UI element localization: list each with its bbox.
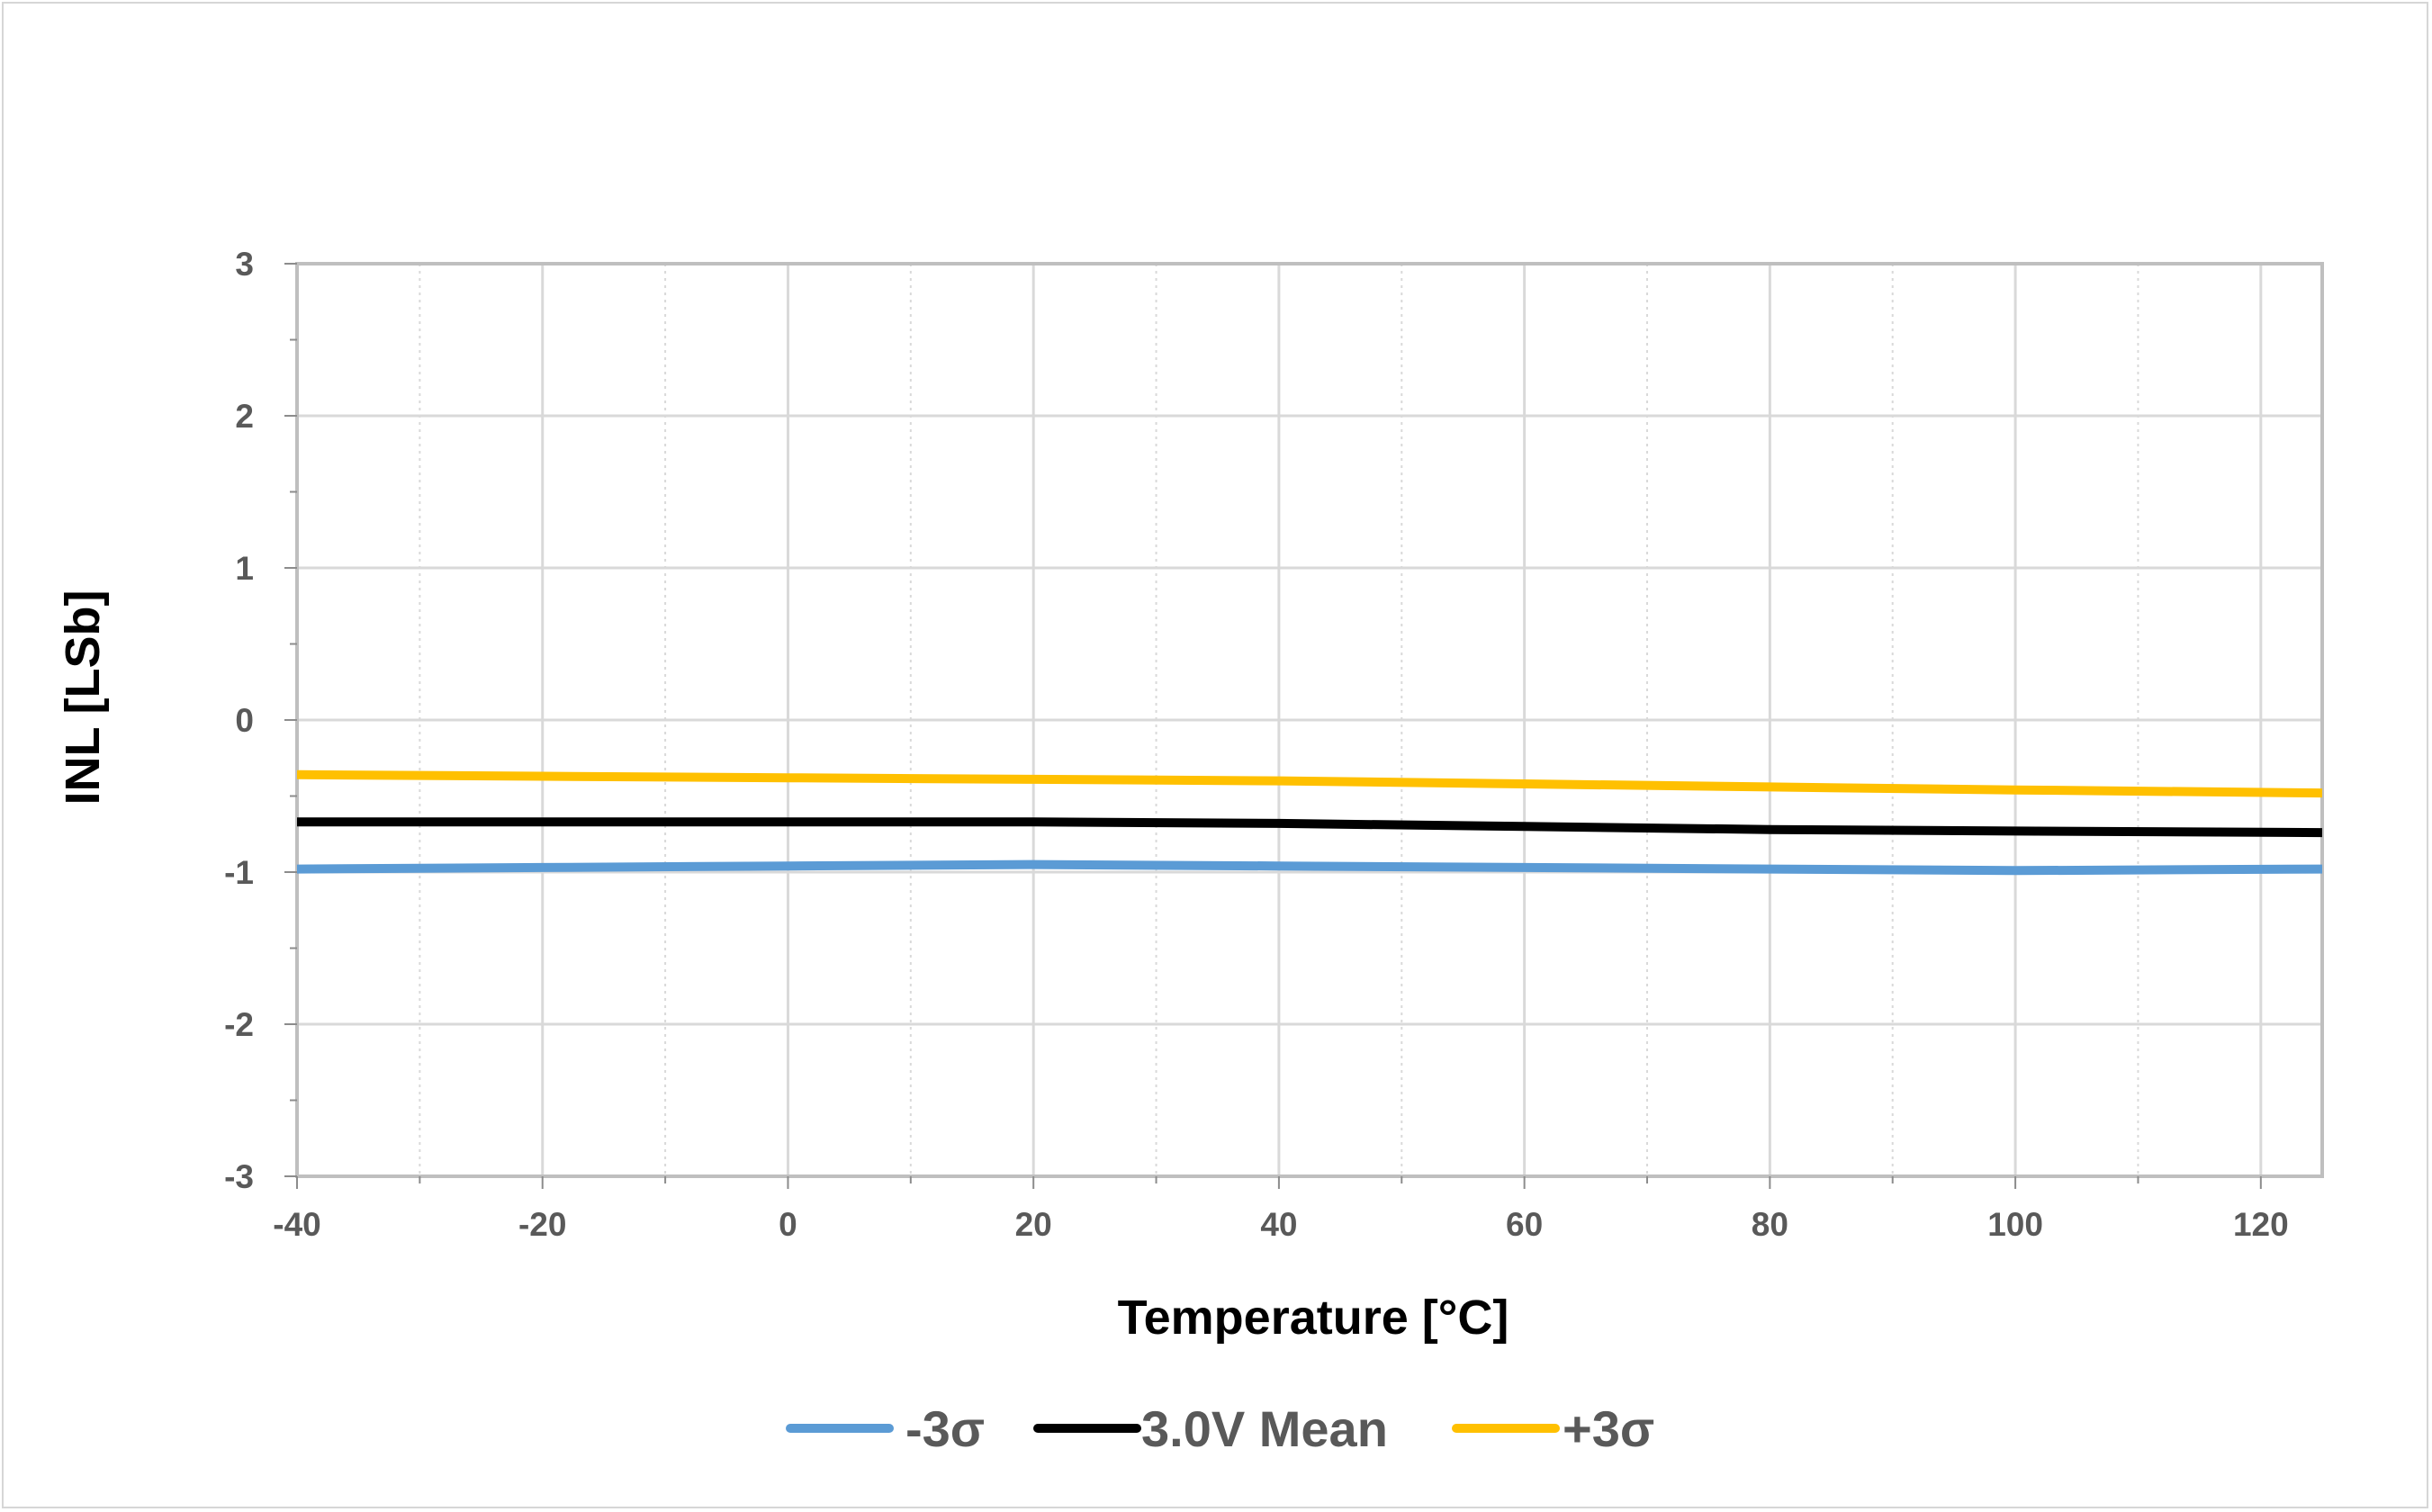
x-tick-label: -20	[518, 1206, 566, 1243]
legend-label-1: 3.0V Mean	[1141, 1400, 1388, 1457]
x-tick-label: 40	[1260, 1206, 1297, 1243]
x-tick-label: -40	[273, 1206, 320, 1243]
grid	[297, 264, 2322, 1176]
x-tick-label: 80	[1752, 1206, 1788, 1243]
x-tick-label: 120	[2233, 1206, 2289, 1243]
x-axis-title: Temperature [°C]	[1118, 1291, 1509, 1345]
legend: -3σ 3.0V Mean +3σ	[786, 1400, 1654, 1457]
y-tick-label: -1	[224, 854, 254, 891]
series-line-1	[297, 817, 2323, 838]
y-tick-label: 1	[235, 550, 254, 587]
x-tick-label: 0	[779, 1206, 797, 1243]
legend-label-2: +3σ	[1563, 1400, 1654, 1457]
x-tick-label: 60	[1506, 1206, 1543, 1243]
series-line-2	[296, 770, 2323, 798]
axes	[284, 263, 2262, 1189]
x-tick-label: 100	[1987, 1206, 2043, 1243]
y-tick-label: 3	[235, 246, 254, 283]
y-tick-label: 0	[235, 702, 254, 739]
series-line-0	[296, 860, 2323, 876]
y-tick-label: 2	[235, 398, 254, 435]
series	[296, 770, 2323, 876]
tick-labels: -3 -2 -1 0 1 2 3 -40 -20 0 20 40 60 80 100 120	[224, 246, 2289, 1243]
y-tick-label: -3	[224, 1158, 254, 1195]
legend-label-0: -3σ	[905, 1400, 985, 1457]
y-axis-title: INL [LSb]	[56, 590, 110, 806]
y-tick-label: -2	[224, 1006, 254, 1043]
x-tick-label: 20	[1015, 1206, 1052, 1243]
